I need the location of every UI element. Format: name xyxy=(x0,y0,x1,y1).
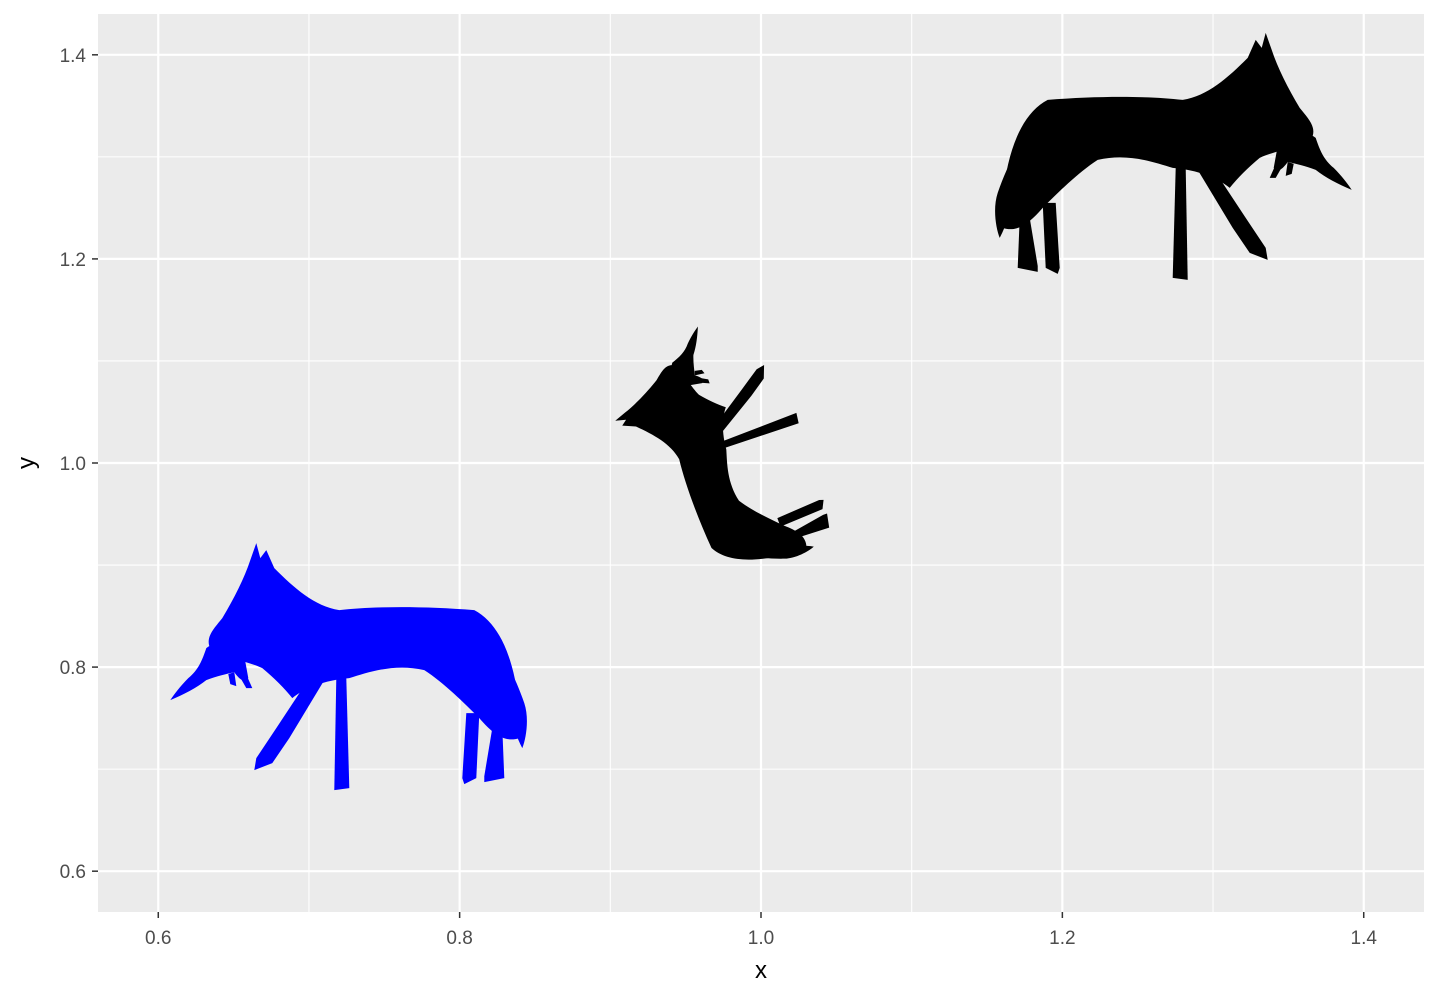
x-tick-label: 0.6 xyxy=(145,928,171,949)
x-axis: 0.6 0.8 1.0 1.2 1.4 xyxy=(145,912,1377,949)
x-tick-label: 1.4 xyxy=(1351,928,1378,949)
y-tick-label: 1.4 xyxy=(60,46,87,67)
y-axis-title: y xyxy=(13,457,40,469)
grid xyxy=(98,14,1424,912)
y-tick-label: 1.0 xyxy=(60,454,86,475)
x-axis-title: x xyxy=(755,957,767,984)
y-tick-label: 0.6 xyxy=(60,862,86,883)
x-tick-label: 1.2 xyxy=(1049,928,1075,949)
y-tick-label: 1.2 xyxy=(60,250,86,271)
x-tick-label: 0.8 xyxy=(446,928,472,949)
y-axis: 0.6 0.8 1.0 1.2 1.4 xyxy=(60,46,98,883)
x-tick-label: 1.0 xyxy=(748,928,774,949)
y-tick-label: 0.8 xyxy=(60,658,86,679)
